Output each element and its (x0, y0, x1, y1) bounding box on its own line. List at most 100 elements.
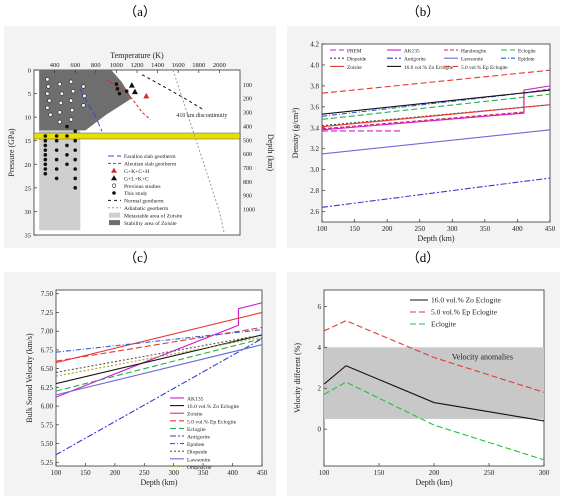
glkc-triangle (131, 88, 138, 95)
glkc-triangle (128, 82, 135, 88)
this-study-point (54, 138, 59, 143)
legend-label-g-l-k-c: G+L+K+C (124, 176, 149, 182)
series-line-16-0-vol-zo-eclogite (321, 89, 551, 115)
x-tick-label: 1600 (172, 62, 185, 69)
legend-label-5-0-vol-ep-eclogite: 5.0 vol.% Ep Eclogite (461, 65, 508, 71)
panel-label-d: （d） (407, 250, 440, 265)
previous-study-point (68, 79, 74, 84)
this-study-point (65, 134, 69, 138)
y-tick-label: 15 (25, 138, 32, 145)
panel-label-c: （c） (124, 250, 156, 265)
previous-study-point (68, 117, 74, 122)
x-tick-label: 100 (319, 469, 330, 477)
y2-tick-label: 400 (243, 124, 252, 130)
series-line-zoisite (55, 311, 263, 364)
this-study-point (65, 124, 69, 129)
y-axis-label: Bulk Sound Velocity (km/s) (25, 333, 34, 423)
y-axis-label: Density (g/cm³) (291, 107, 300, 158)
zoisite-metastable-region (39, 70, 81, 231)
chart-panel-c: 100 150 200 250 300 350 400 450 5.25 5.50 5.75 6.00… (25, 289, 268, 487)
legend-label-antigorite: Antigorite (404, 57, 426, 63)
y2-tick-label: 200 (243, 97, 252, 103)
x-tick-label: 250 (139, 469, 150, 477)
series-line-16-0-vol-zo-eclogite (55, 334, 263, 385)
this-study-point (54, 148, 59, 152)
zoisite-stability-region (39, 70, 132, 131)
y-tick-label: 7.50 (41, 290, 54, 298)
this-study-point (73, 138, 77, 143)
y-tick-label: 3.6 (310, 103, 319, 111)
y2-axis-label: Depth (km) (266, 134, 275, 171)
this-study-point (54, 157, 59, 162)
this-study-point (65, 162, 69, 167)
y2-tick-label: 800 (243, 180, 252, 186)
previous-study-point (57, 82, 62, 87)
x-tick-label: 2000 (213, 62, 226, 69)
x-axis-label: Depth (km) (140, 478, 177, 487)
this-study-point (43, 143, 48, 148)
this-study-point (43, 167, 48, 171)
y-tick-label: 7.25 (41, 309, 54, 317)
legend-label-g-k-c-h: G+K+C+H (124, 169, 149, 175)
legend-label-lawsonite: Lawsonite (187, 457, 211, 463)
legend-swatch-metastable-area-of-zoisite (109, 212, 120, 218)
legend-label-lawsonite: Lawsonite (461, 57, 484, 63)
x-tick-label: 450 (257, 469, 268, 477)
y-tick-label: 35 (25, 233, 32, 240)
x-tick-label: 150 (374, 469, 385, 477)
this-study-point (43, 134, 48, 138)
x-tick-label: 250 (414, 225, 425, 233)
legend-label-farallon-slab-geotherm: Farallon slab geotherm (124, 154, 176, 160)
this-study-point (65, 143, 69, 148)
y2-tick-label: 900 (243, 194, 252, 200)
x-tick-label: 400 (512, 225, 523, 233)
legend-label-prem: PREM (347, 49, 362, 55)
this-study-point (114, 82, 119, 86)
series-line-zoisite (321, 104, 551, 128)
legend-label-eclogite: Eclogite (187, 427, 206, 433)
previous-study-point (48, 112, 53, 117)
previous-study-point (57, 110, 62, 115)
this-study-point (73, 186, 77, 190)
y-tick-label: 6.75 (41, 346, 54, 354)
previous-study-point (47, 98, 52, 103)
legend-swatch-previous-studies (111, 183, 117, 188)
y-tick-label: 2 (318, 385, 322, 393)
legend-label-5-0-vol-ep-eclogite: 5.0 vol.% Ep Eclogite (431, 308, 498, 317)
previous-study-point (70, 107, 75, 113)
y2-tick-label: 500 (243, 138, 252, 144)
x-axis-label: Temperature (K) (110, 51, 164, 60)
x-tick-label: 600 (70, 62, 80, 69)
previous-study-point (58, 100, 63, 106)
this-study-point (54, 167, 59, 171)
this-study-point (54, 134, 59, 138)
discontinuity-annotation: 410 km discontinuity (176, 113, 227, 119)
previous-study-point (71, 89, 76, 94)
legend-label-epidote: Epidote (187, 442, 205, 448)
this-study-point (65, 153, 69, 157)
previous-study-point (45, 105, 50, 110)
y2-tick-label: 1000 (243, 208, 255, 214)
legend-label-diopside: Diopside (187, 450, 208, 456)
series-line-lawsonite (55, 344, 263, 396)
legend-label-omphacite: Omphacite (187, 465, 212, 471)
legend-label-16-0-vol-zo-eclogite: 16.0 vol.% Zo Eclogite (431, 296, 501, 305)
x-tick-label: 300 (168, 469, 179, 477)
y-tick-label: 6 (318, 303, 322, 311)
y-tick-label: 7.00 (41, 328, 54, 336)
y-tick-label: 30 (25, 209, 32, 216)
y-tick-label: 4 (318, 344, 322, 352)
y-tick-label: 2.6 (310, 208, 319, 216)
y-tick-label: 20 (25, 162, 32, 169)
this-study-point (43, 162, 48, 167)
y-tick-label: 0 (28, 68, 31, 75)
y-axis-label: Pressure (GPa) (7, 128, 16, 177)
series-line-lawsonite (321, 129, 551, 155)
legend-label-adiabatic-geotherm: Adiabatic geotherm (124, 206, 169, 212)
x-tick-label: 150 (349, 225, 360, 233)
legend-swatch-g-l-k-c (111, 175, 117, 181)
y-tick-label: 25 (25, 185, 32, 192)
previous-study-point (59, 91, 64, 96)
y2-tick-label: 600 (243, 152, 252, 158)
y-tick-label: 4.0 (310, 61, 319, 69)
